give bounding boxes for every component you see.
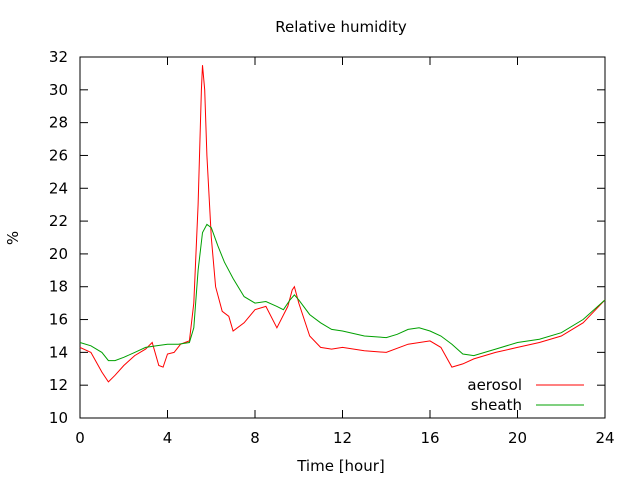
x-tick-label: 0 (75, 429, 85, 447)
y-axis: 10 12 14 16 18 20 22 24 26 28 30 32 (49, 48, 605, 427)
series-line-aerosol (79, 65, 606, 383)
y-tick-label: 16 (49, 311, 68, 329)
legend-label-sheath: sheath (471, 396, 522, 414)
x-axis: 0 4 8 12 16 20 24 (75, 57, 615, 447)
x-tick-label: 8 (250, 429, 260, 447)
y-tick-label: 28 (49, 114, 68, 132)
y-tick-label: 24 (49, 179, 68, 197)
chart-title: Relative humidity (275, 18, 407, 36)
x-tick-label: 4 (163, 429, 173, 447)
y-axis-label: % (4, 231, 22, 245)
x-tick-label: 20 (508, 429, 527, 447)
legend-label-aerosol: aerosol (467, 376, 522, 394)
x-tick-label: 16 (420, 429, 439, 447)
y-tick-label: 20 (49, 245, 68, 263)
y-tick-label: 26 (49, 146, 68, 164)
y-tick-label: 12 (49, 376, 68, 394)
legend: aerosol sheath (467, 376, 584, 414)
y-tick-label: 10 (49, 409, 68, 427)
x-axis-label: Time [hour] (296, 457, 385, 475)
series-line-sheath (79, 223, 606, 362)
y-tick-label: 32 (49, 48, 68, 66)
y-tick-label: 30 (49, 81, 68, 99)
x-tick-label: 24 (595, 429, 614, 447)
x-tick-label: 12 (333, 429, 352, 447)
y-tick-label: 18 (49, 278, 68, 296)
y-tick-label: 22 (49, 212, 68, 230)
series-lines (79, 65, 606, 383)
y-tick-label: 14 (49, 343, 68, 361)
